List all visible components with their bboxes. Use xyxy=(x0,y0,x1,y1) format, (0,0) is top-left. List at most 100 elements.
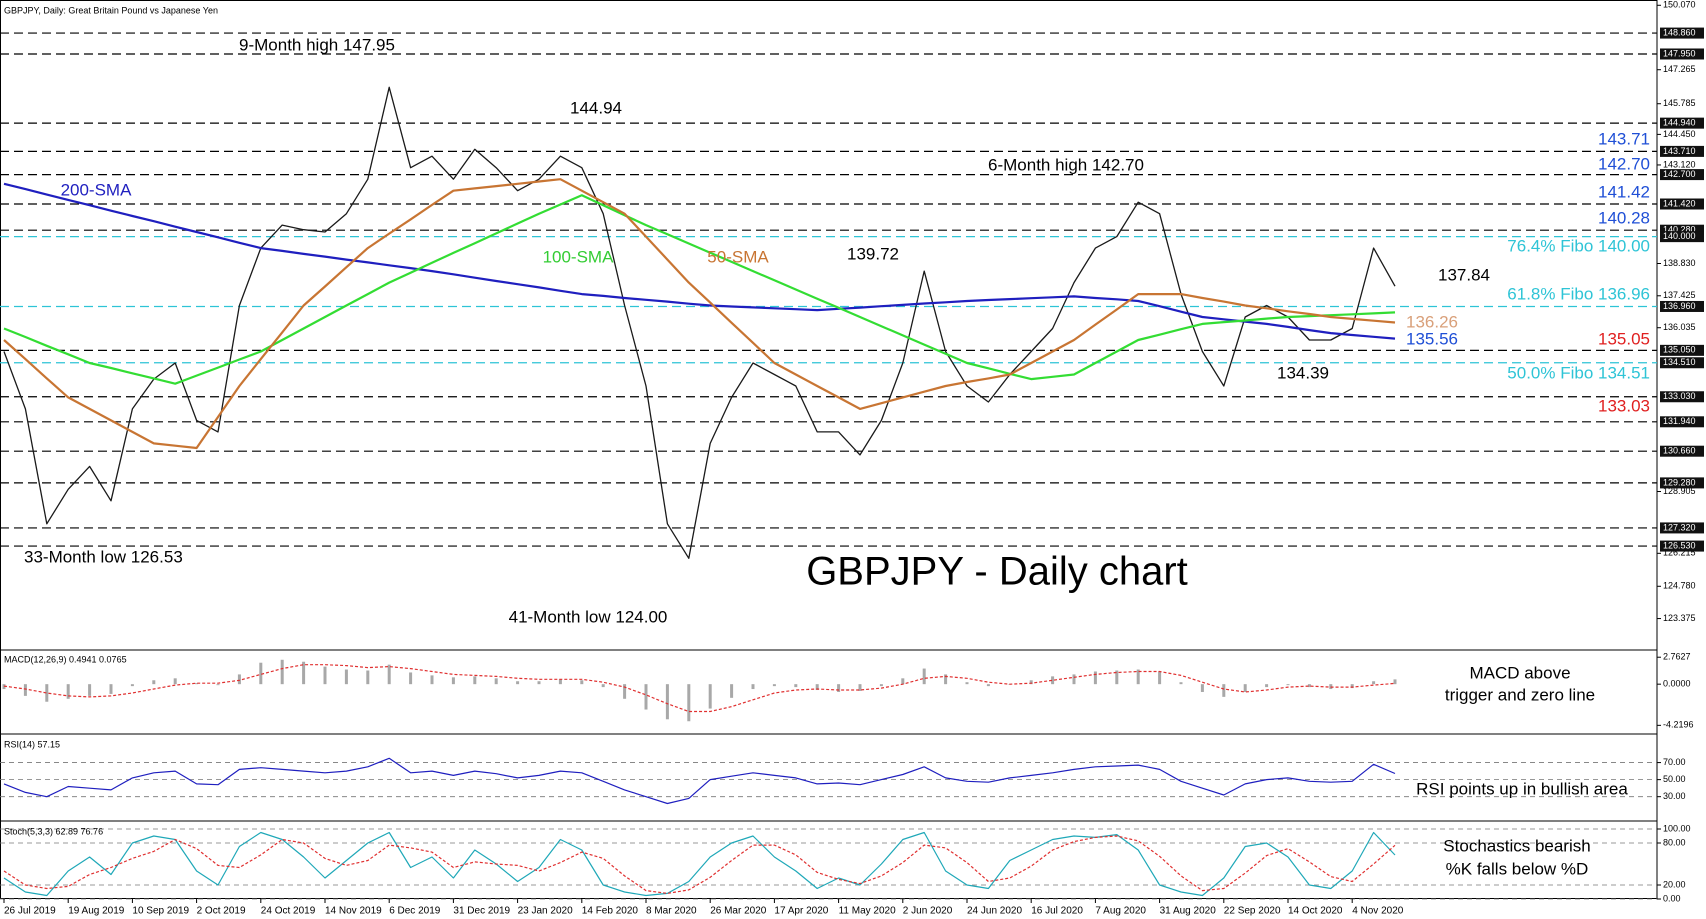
macd-bar xyxy=(665,684,669,720)
y-tick-label: 0.0000 xyxy=(1663,679,1691,689)
level-label: 143.710 xyxy=(1663,146,1696,156)
macd-bar xyxy=(323,666,327,685)
macd-bar xyxy=(837,684,841,692)
annotation: 50-SMA xyxy=(707,247,769,266)
level-label: 142.700 xyxy=(1663,169,1696,179)
macd-bar xyxy=(537,681,541,685)
x-tick-label: 31 Aug 2020 xyxy=(1160,906,1217,917)
annotation: 135.05 xyxy=(1598,329,1650,348)
macd-bar xyxy=(1158,671,1162,685)
level-tag xyxy=(1660,540,1704,552)
annotation: 139.72 xyxy=(847,244,899,263)
annotation: %K falls below %D xyxy=(1446,859,1589,878)
macd-bar xyxy=(259,662,263,685)
macd-bar xyxy=(1200,684,1204,692)
macd-bar xyxy=(1072,674,1076,685)
x-tick-label: 14 Feb 2020 xyxy=(582,906,639,917)
macd-bar xyxy=(387,664,391,685)
x-tick-label: 4 Nov 2020 xyxy=(1352,906,1404,917)
macd-bar xyxy=(88,684,92,696)
macd-bar xyxy=(1372,681,1376,685)
y-tick-label: 145.785 xyxy=(1663,98,1696,108)
macd-bar xyxy=(580,680,584,685)
x-tick-label: 17 Apr 2020 xyxy=(774,906,828,917)
level-label: 129.280 xyxy=(1663,477,1696,487)
level-label: 144.940 xyxy=(1663,118,1696,128)
macd-bar xyxy=(751,684,755,690)
y-tick-label: 30.00 xyxy=(1663,791,1686,801)
level-label: 135.050 xyxy=(1663,345,1696,355)
macd-bar xyxy=(430,675,434,685)
y-tick-label: 137.425 xyxy=(1663,290,1696,300)
indicator-line xyxy=(3,757,1396,805)
y-tick-label: 143.120 xyxy=(1663,159,1696,169)
y-tick-label: -4.2196 xyxy=(1663,720,1694,730)
level-label: 140.000 xyxy=(1663,231,1696,241)
price-line xyxy=(3,194,1396,385)
y-tick-label: 126.215 xyxy=(1663,548,1696,558)
x-tick-label: 24 Oct 2019 xyxy=(261,906,316,917)
annotation: 76.4% Fibo 140.00 xyxy=(1507,236,1650,255)
macd-bar xyxy=(1243,684,1247,692)
annotation: 143.71 xyxy=(1598,129,1650,148)
y-tick-label: 147.265 xyxy=(1663,64,1696,74)
price-line xyxy=(3,182,1396,340)
x-tick-label: 2 Jun 2020 xyxy=(903,906,953,917)
y-tick-label: 138.830 xyxy=(1663,258,1696,268)
macd-bar xyxy=(794,684,798,688)
level-label: 134.510 xyxy=(1663,357,1696,367)
macd-bar xyxy=(195,683,199,685)
annotation: 6-Month high 142.70 xyxy=(988,155,1144,174)
level-tag xyxy=(1660,145,1704,157)
y-tick-label: 136.035 xyxy=(1663,322,1696,332)
level-tag xyxy=(1660,477,1704,489)
level-tag xyxy=(1660,416,1704,428)
macd-bar xyxy=(1093,671,1097,685)
macd-bar xyxy=(494,678,498,685)
x-tick-label: 31 Dec 2019 xyxy=(453,906,510,917)
macd-bar xyxy=(644,684,648,710)
macd-bar xyxy=(1179,682,1183,685)
x-tick-label: 26 Mar 2020 xyxy=(710,906,767,917)
macd-bar xyxy=(23,684,27,696)
x-tick-label: 19 Aug 2019 xyxy=(68,906,125,917)
y-tick-label: 70.00 xyxy=(1663,757,1686,767)
macd-bar xyxy=(473,676,477,685)
level-tag xyxy=(1660,224,1704,236)
macd-bar xyxy=(965,682,969,685)
annotation: MACD above xyxy=(1469,663,1570,682)
annotation: Stochastics bearish xyxy=(1443,836,1590,855)
x-tick-label: 22 Sep 2020 xyxy=(1224,906,1281,917)
macd-bar xyxy=(1393,679,1397,685)
annotation: 136.26 xyxy=(1406,312,1458,331)
macd-bar xyxy=(730,684,734,698)
annotation: 50.0% Fibo 134.51 xyxy=(1507,363,1650,382)
x-tick-label: 10 Sep 2019 xyxy=(132,906,189,917)
macd-bar xyxy=(1115,670,1119,685)
macd-bar xyxy=(901,678,905,685)
level-label: 126.530 xyxy=(1663,540,1696,550)
macd-bar xyxy=(1051,676,1055,685)
x-tick-label: 2 Oct 2019 xyxy=(197,906,246,917)
level-tag xyxy=(1660,357,1704,369)
annotations: GBPJPY, Daily: Great Britain Pound vs Ja… xyxy=(4,5,1650,878)
x-tick-label: 7 Aug 2020 xyxy=(1095,906,1146,917)
macd-bar xyxy=(409,672,413,685)
y-tick-label: 100.00 xyxy=(1663,823,1691,833)
macd-bar xyxy=(922,668,926,685)
level-label: 140.280 xyxy=(1663,225,1696,235)
macd-bar xyxy=(280,659,284,685)
chart-subtitle: GBPJPY, Daily: Great Britain Pound vs Ja… xyxy=(4,5,218,15)
x-tick-label: 26 Jul 2019 xyxy=(4,906,56,917)
level-label: 131.940 xyxy=(1663,416,1696,426)
macd-bar xyxy=(1286,684,1290,686)
level-tag xyxy=(1660,231,1704,243)
level-tag xyxy=(1660,27,1704,39)
annotation: 134.39 xyxy=(1277,363,1329,382)
x-tick-label: 8 Mar 2020 xyxy=(646,906,697,917)
y-tick-label: 80.00 xyxy=(1663,837,1686,847)
y-tick-label: 0.00 xyxy=(1663,893,1681,903)
